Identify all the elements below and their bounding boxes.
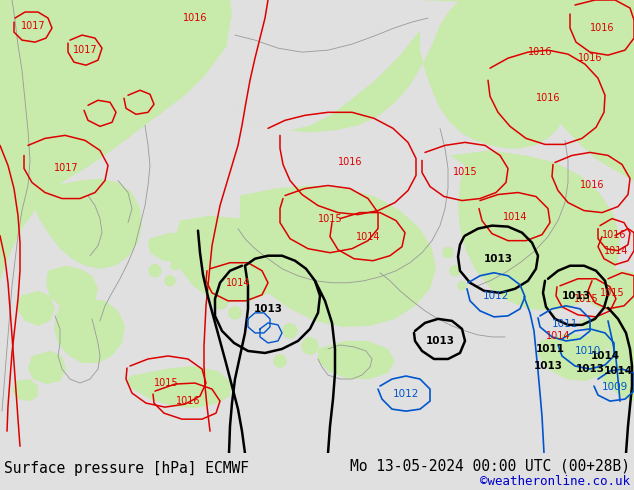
Text: Mo 13-05-2024 00:00 UTC (00+28B): Mo 13-05-2024 00:00 UTC (00+28B) (350, 459, 630, 474)
Circle shape (505, 286, 515, 296)
Text: 1016: 1016 (602, 230, 626, 240)
Text: 1016: 1016 (527, 47, 552, 57)
Polygon shape (590, 349, 634, 401)
Circle shape (443, 247, 453, 258)
Polygon shape (198, 251, 240, 279)
Polygon shape (555, 269, 634, 321)
Text: 1013: 1013 (576, 364, 604, 374)
Circle shape (149, 265, 161, 277)
Text: 1013: 1013 (484, 254, 512, 264)
Text: 1015: 1015 (153, 378, 178, 388)
Polygon shape (148, 233, 198, 263)
Text: 1013: 1013 (425, 336, 455, 346)
Text: Surface pressure [hPa] ECMWF: Surface pressure [hPa] ECMWF (4, 461, 249, 476)
Polygon shape (175, 216, 290, 303)
Polygon shape (30, 178, 142, 269)
Text: 1014: 1014 (356, 232, 380, 242)
Circle shape (243, 291, 253, 301)
Text: 1010: 1010 (575, 346, 601, 356)
Text: 1014: 1014 (604, 366, 633, 376)
Text: 1016: 1016 (579, 179, 604, 190)
Polygon shape (0, 0, 240, 281)
Circle shape (532, 260, 544, 272)
Circle shape (302, 338, 318, 354)
Circle shape (72, 235, 84, 246)
Polygon shape (46, 266, 98, 311)
Polygon shape (127, 366, 232, 408)
Circle shape (450, 266, 460, 276)
Polygon shape (54, 299, 125, 363)
Text: 1015: 1015 (453, 168, 477, 177)
Polygon shape (0, 0, 75, 253)
Circle shape (212, 293, 228, 309)
Circle shape (84, 213, 100, 229)
Circle shape (88, 245, 102, 260)
Circle shape (458, 282, 466, 290)
Text: 1016: 1016 (536, 93, 560, 103)
Polygon shape (235, 0, 572, 148)
Text: 1016: 1016 (338, 157, 362, 168)
Polygon shape (450, 150, 620, 311)
Text: 1013: 1013 (533, 361, 562, 371)
Text: ©weatheronline.co.uk: ©weatheronline.co.uk (480, 474, 630, 488)
Text: 1016: 1016 (183, 13, 207, 23)
Text: 1017: 1017 (21, 21, 45, 31)
Text: 1013: 1013 (562, 291, 590, 301)
Polygon shape (225, 0, 420, 130)
Polygon shape (12, 379, 38, 401)
Text: 1014: 1014 (590, 351, 619, 361)
Circle shape (274, 355, 286, 367)
Text: 1012: 1012 (393, 389, 419, 399)
Circle shape (283, 324, 297, 338)
Text: 1014: 1014 (503, 212, 527, 221)
Text: 1016: 1016 (590, 23, 614, 33)
Text: 1017: 1017 (54, 164, 79, 173)
Text: 1015: 1015 (318, 214, 342, 223)
Text: 1009: 1009 (602, 382, 628, 392)
Text: 1011: 1011 (552, 319, 578, 329)
Circle shape (229, 307, 241, 319)
Text: 1011: 1011 (536, 344, 564, 354)
Text: 1012: 1012 (483, 291, 509, 301)
Text: 1014: 1014 (604, 245, 628, 256)
Polygon shape (318, 341, 395, 379)
Circle shape (165, 276, 175, 286)
Polygon shape (420, 0, 634, 180)
Text: 1016: 1016 (578, 53, 602, 63)
Text: 1015: 1015 (600, 288, 624, 298)
Text: 1016: 1016 (176, 396, 200, 406)
Polygon shape (538, 333, 610, 381)
Polygon shape (580, 313, 634, 361)
Text: 1014: 1014 (546, 331, 570, 341)
Text: 1017: 1017 (73, 45, 97, 55)
Circle shape (171, 262, 179, 270)
Polygon shape (28, 351, 66, 384)
Text: 1013: 1013 (254, 304, 283, 314)
Polygon shape (238, 186, 436, 327)
Circle shape (520, 274, 530, 284)
Polygon shape (18, 291, 55, 326)
Text: 1015: 1015 (574, 294, 598, 304)
Text: 1014: 1014 (226, 278, 250, 288)
Circle shape (100, 234, 110, 244)
